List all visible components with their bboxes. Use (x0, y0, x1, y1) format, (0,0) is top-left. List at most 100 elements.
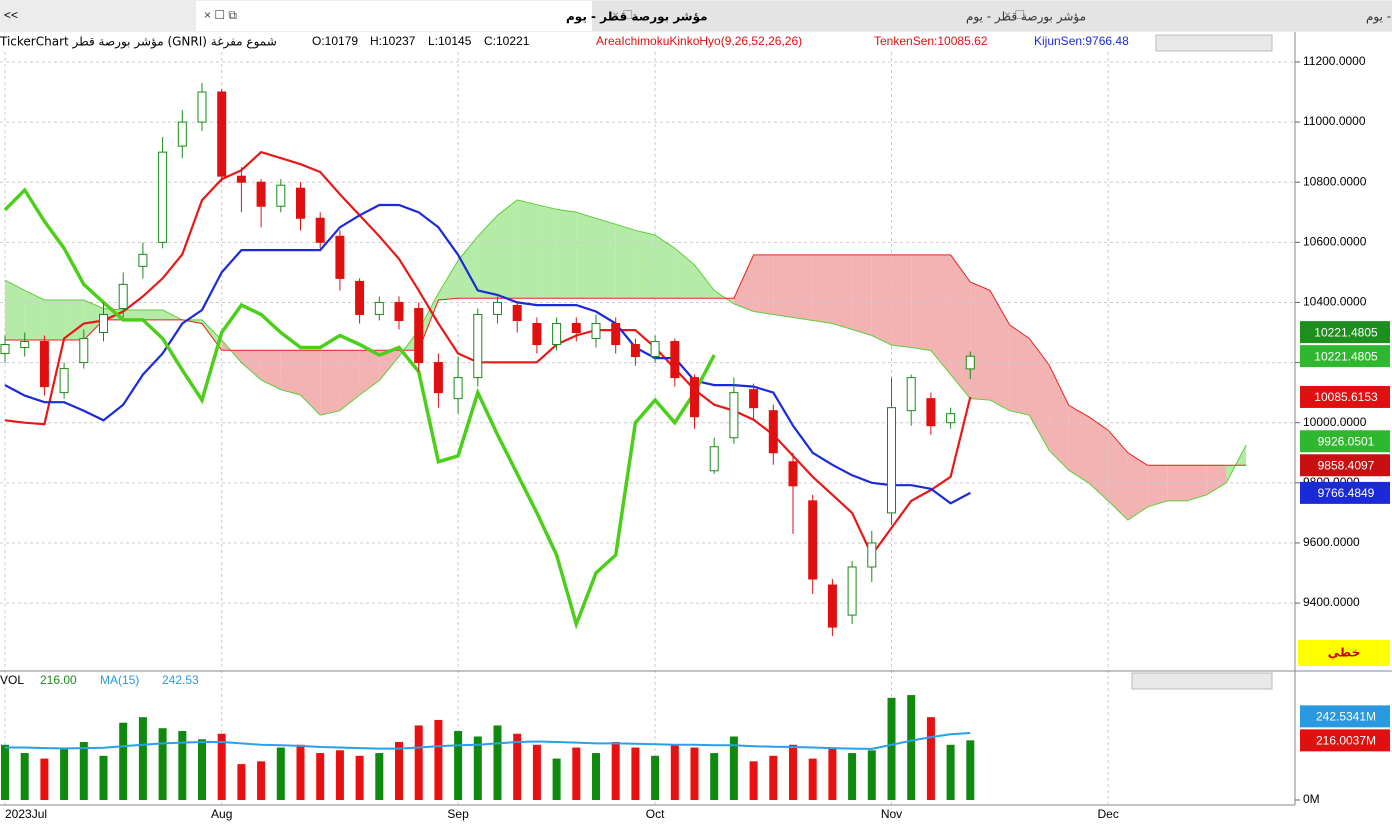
cloud-segment (477, 215, 498, 299)
candle-body (670, 341, 680, 379)
volume-bar (828, 747, 837, 800)
cloud-segment (871, 254, 892, 346)
candle-body (571, 322, 581, 334)
volume-bar (651, 755, 660, 800)
cloud-segment (576, 212, 596, 299)
cloud-segment (1127, 452, 1148, 521)
ohlc: O:10179 (312, 34, 358, 48)
close-icon[interactable]: × ☐ ⧉ (204, 8, 237, 22)
cloud-segment (418, 293, 439, 351)
y-tick-label: 11000.0000 (1303, 114, 1366, 128)
cloud-segment (950, 254, 971, 399)
volume-bar (808, 758, 817, 800)
candle-body (493, 301, 502, 315)
cloud-segment (241, 350, 262, 381)
cloud-segment (1009, 324, 1030, 416)
volume-bar (178, 730, 187, 800)
price-badge (1300, 345, 1390, 368)
cloud-segment (536, 204, 557, 299)
cloud-segment (852, 254, 872, 336)
volume-bar (572, 747, 581, 800)
volume-bar (473, 736, 482, 800)
cloud-segment (615, 224, 636, 299)
cloud-segment (83, 300, 104, 341)
volume-bar (532, 744, 541, 800)
close-icon[interactable]: × ☐ (612, 8, 633, 22)
candle-body (138, 253, 148, 267)
y-tick-label: 9600.0000 (1303, 535, 1360, 549)
candle-body (0, 344, 10, 355)
volume-bar (237, 764, 246, 800)
candle-body (768, 410, 778, 454)
candle-body (946, 413, 956, 424)
candle-body (552, 322, 562, 346)
ohlc: L:10145 (428, 34, 472, 48)
cloud-segment (655, 235, 675, 299)
volume-bar (631, 747, 640, 800)
candle-body (374, 301, 384, 315)
ohlc: H:10237 (370, 34, 416, 48)
cloud-segment (733, 254, 754, 312)
candle-body (729, 392, 739, 439)
cloud-segment (596, 218, 616, 299)
y-tick-label: 10000.0000 (1303, 415, 1367, 429)
volume-bar (217, 733, 226, 800)
x-tick-label: Dec (1098, 807, 1119, 821)
scale-mode[interactable] (1298, 640, 1390, 666)
cloud-segment (635, 230, 656, 299)
cloud-segment (64, 300, 84, 341)
price-badge-label: 10221.4805 (1314, 349, 1378, 363)
candle-body (296, 187, 305, 219)
active-tab[interactable] (196, 1, 592, 31)
candle-body (99, 313, 108, 334)
span-b (5, 254, 1247, 466)
tab[interactable] (992, 1, 1392, 31)
candle-body (847, 566, 857, 616)
cloud-segment (1049, 364, 1069, 471)
volume-bar (316, 753, 325, 800)
indicator-line (4, 203, 971, 505)
volume-bar (966, 740, 975, 800)
cloud-segment (556, 209, 577, 299)
volume-bar (434, 719, 443, 800)
panel-controls[interactable] (1131, 672, 1273, 690)
volume-bar (60, 747, 69, 800)
cloud-segment (438, 260, 459, 301)
volume-bar (395, 742, 403, 800)
price-badge (1300, 454, 1390, 477)
info-line: TickerChart مؤشر بورصة قطر (GNRI) شموع م… (0, 34, 1129, 49)
y-tick-label: 11200.0000 (1303, 54, 1366, 68)
candle-body (591, 322, 601, 340)
volume-bar (926, 717, 935, 800)
tab-title: مؤشر بورصة قطر - يوم (1366, 10, 1392, 25)
volume-bar (138, 717, 147, 800)
plot (0, 52, 1295, 805)
nav-button[interactable]: << (4, 8, 18, 22)
cloud-segment (1088, 416, 1109, 501)
cloud-segment (202, 319, 222, 351)
candle-body (59, 368, 69, 394)
indicator-line (4, 150, 972, 558)
candle-body (118, 283, 128, 309)
tab[interactable] (592, 1, 992, 31)
cloud-segment (674, 248, 695, 299)
candle-body (433, 362, 443, 394)
price-badge-label: 242.5341M (1316, 710, 1376, 724)
volume-bar (296, 744, 305, 800)
price-badge-label: 10085.6153 (1314, 390, 1378, 404)
panel-controls[interactable] (1155, 34, 1273, 52)
candle-body (749, 389, 759, 409)
cloud-segment (930, 254, 951, 375)
ohlc: C:10221 (484, 34, 530, 48)
close-icon[interactable]: × ☐ (1004, 8, 1025, 22)
candle-body (177, 121, 187, 147)
x-tick-label: Aug (211, 807, 232, 821)
candle-body (630, 344, 640, 358)
volume-bar (867, 750, 876, 800)
cloud-segment (832, 254, 853, 330)
candle-body (355, 280, 365, 315)
cloud-segment (990, 290, 1010, 411)
price-badge (1300, 430, 1390, 453)
volume-bar (79, 742, 88, 800)
candle-body (906, 377, 916, 412)
